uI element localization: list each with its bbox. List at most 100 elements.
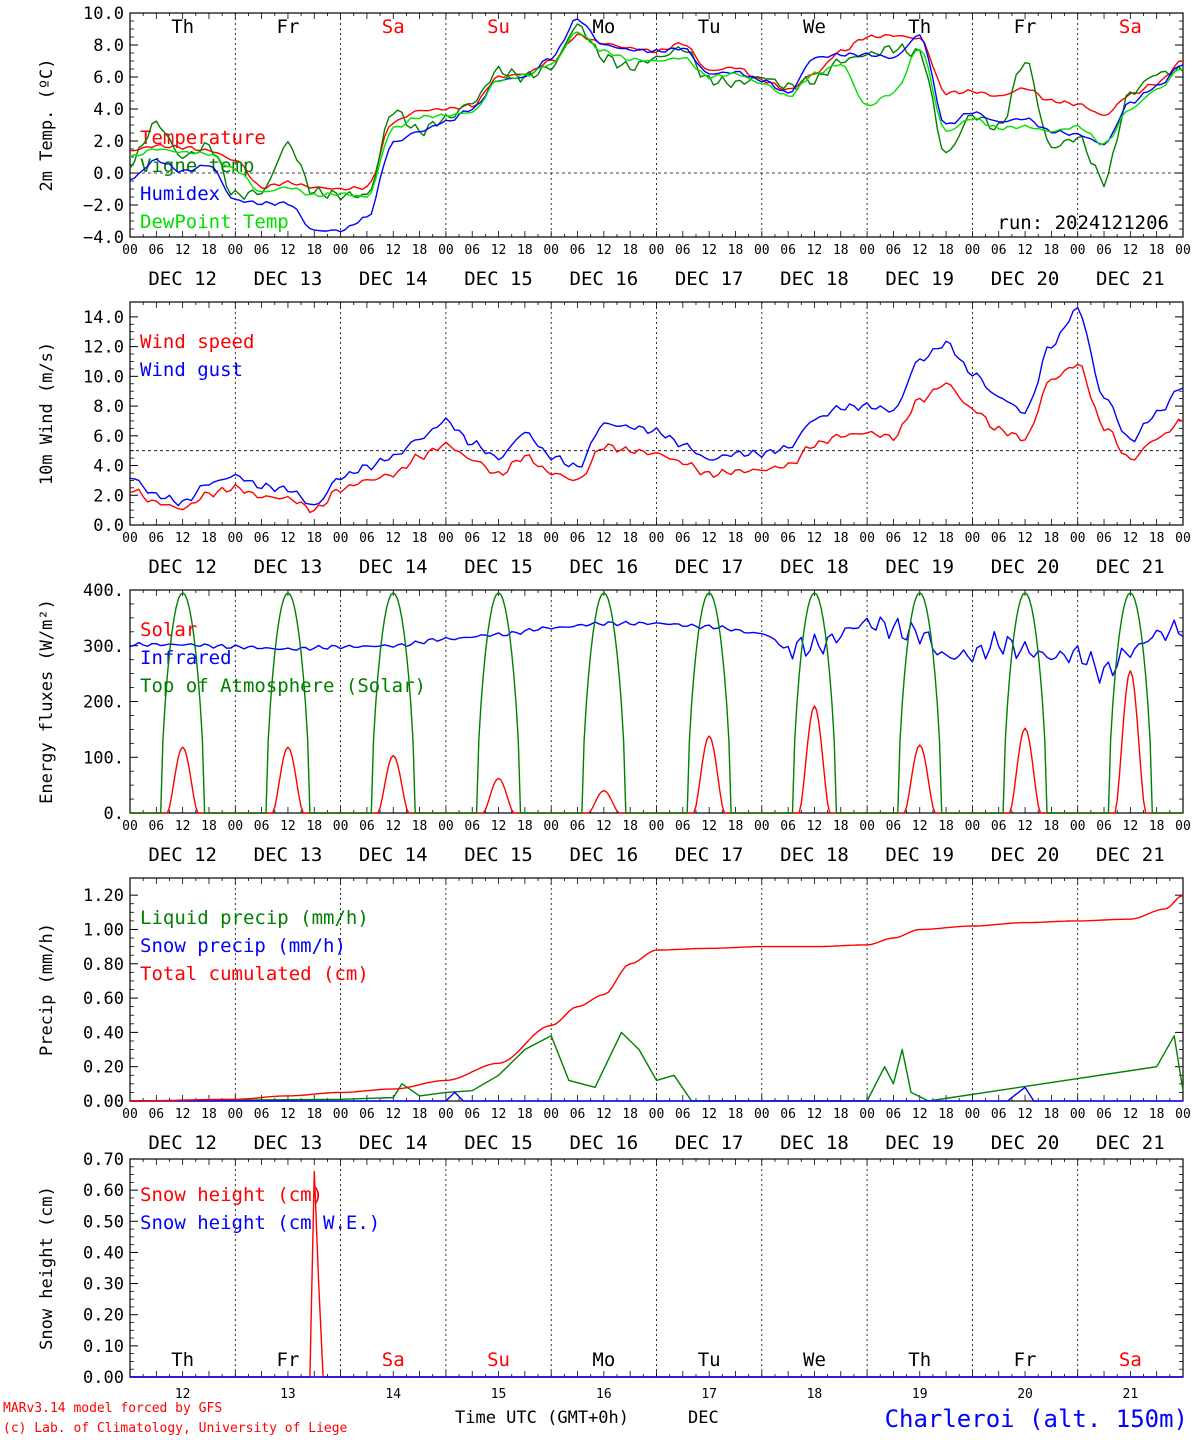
- legend-vigne-temp: Vigne temp: [140, 155, 254, 177]
- hour-tick-label: 12: [701, 243, 717, 258]
- y-tick-label: 0.00: [83, 1092, 124, 1112]
- hour-tick-label: 06: [991, 819, 1007, 834]
- hour-tick-label: 06: [254, 1107, 270, 1122]
- series-total-cumulated-cm: [130, 894, 1184, 1102]
- day-number-label: 17: [701, 1387, 717, 1402]
- hour-tick-label: 18: [728, 819, 744, 834]
- hour-tick-label: 00: [649, 819, 665, 834]
- y-tick-label: 0.70: [83, 1150, 124, 1170]
- y-tick-label: 2.0: [93, 486, 124, 506]
- x-axis-title: Time UTC (GMT+0h): [455, 1408, 629, 1428]
- panel-5: 0.00 0.10 0.20 0.30 0.40 0.50 0.60 0.70 Snow hei…: [37, 1150, 1184, 1402]
- hour-tick-label: 00: [859, 531, 875, 546]
- hour-tick-label: 12: [175, 819, 191, 834]
- date-label: DEC 18: [780, 556, 849, 578]
- hour-tick-label: 06: [359, 243, 375, 258]
- legend-snow-height-cm: Snow height (cm): [140, 1184, 323, 1206]
- date-label: DEC 15: [464, 1132, 533, 1154]
- hour-tick-label: 06: [780, 1107, 796, 1122]
- hour-tick-label: 18: [833, 1107, 849, 1122]
- weekday-label: Fr: [277, 16, 300, 38]
- hour-tick-label: 12: [280, 531, 296, 546]
- date-label: DEC 16: [570, 844, 639, 866]
- legend-infrared: Infrared: [140, 647, 232, 669]
- hour-tick-label: 00: [754, 531, 770, 546]
- hour-tick-label: 00: [122, 531, 138, 546]
- y-tick-label: 0.60: [83, 989, 124, 1009]
- y-tick-label: −4.0: [83, 228, 124, 248]
- date-label: DEC 13: [254, 268, 323, 290]
- hour-tick-label: 18: [201, 243, 217, 258]
- legend-humidex: Humidex: [140, 183, 220, 205]
- y-tick-label: 0.50: [83, 1212, 124, 1232]
- hour-tick-label: 12: [385, 819, 401, 834]
- hour-tick-label: 18: [938, 819, 954, 834]
- hour-tick-label: 00: [438, 1107, 454, 1122]
- weekday-label: Th: [171, 1349, 194, 1371]
- hour-tick-label: 00: [543, 243, 559, 258]
- date-label: DEC 15: [464, 556, 533, 578]
- hour-tick-label: 00: [965, 531, 981, 546]
- hour-tick-label: 00: [1175, 1107, 1191, 1122]
- legend-snow-precip-mm-h: Snow precip (mm/h): [140, 935, 346, 957]
- hour-tick-label: 18: [517, 243, 533, 258]
- y-axis-title: 2m Temp. (ºC): [37, 58, 57, 191]
- hour-tick-label: 18: [412, 531, 428, 546]
- hour-tick-label: 06: [886, 819, 902, 834]
- hour-tick-label: 18: [1044, 531, 1060, 546]
- series-dewpoint-temp: [129, 31, 1184, 198]
- hour-tick-label: 12: [1123, 243, 1139, 258]
- weekday-label: Fr: [277, 1349, 300, 1371]
- hour-tick-label: 18: [1149, 819, 1165, 834]
- hour-tick-label: 18: [412, 243, 428, 258]
- hour-tick-label: 12: [596, 819, 612, 834]
- panel-3: 0. 100. 200. 300. 400. Energy fluxes (W/m²) 00…: [37, 581, 1191, 866]
- hour-tick-label: 06: [148, 243, 164, 258]
- hour-tick-label: 18: [728, 531, 744, 546]
- y-tick-label: 0.10: [83, 1337, 124, 1357]
- hour-tick-label: 00: [438, 243, 454, 258]
- weekday-label: We: [803, 1349, 826, 1371]
- series-wind-speed: [129, 363, 1184, 514]
- y-tick-label: 400.: [83, 581, 124, 601]
- legend-wind-gust: Wind gust: [140, 359, 243, 381]
- hour-tick-label: 00: [754, 243, 770, 258]
- hour-tick-label: 12: [280, 819, 296, 834]
- date-label: DEC 16: [570, 556, 639, 578]
- hour-tick-label: 18: [306, 1107, 322, 1122]
- station-name: Charleroi (alt. 150m): [885, 1405, 1188, 1433]
- y-tick-label: 0.30: [83, 1275, 124, 1295]
- date-label: DEC 12: [148, 844, 217, 866]
- date-label: DEC 20: [991, 1132, 1060, 1154]
- series-vigne-temp: [129, 23, 1184, 201]
- hour-tick-label: 06: [675, 243, 691, 258]
- hour-tick-label: 18: [201, 819, 217, 834]
- hour-tick-label: 00: [1175, 531, 1191, 546]
- hour-tick-label: 12: [912, 819, 928, 834]
- hour-tick-label: 00: [1070, 1107, 1086, 1122]
- hour-tick-label: 06: [780, 531, 796, 546]
- y-tick-label: 0.0: [93, 164, 124, 184]
- hour-tick-label: 18: [1044, 243, 1060, 258]
- date-label: DEC 12: [148, 556, 217, 578]
- y-tick-label: 4.0: [93, 100, 124, 120]
- y-tick-label: −2.0: [83, 196, 124, 216]
- hour-tick-label: 12: [1017, 819, 1033, 834]
- hour-tick-label: 06: [359, 1107, 375, 1122]
- weekday-label: We: [803, 16, 826, 38]
- hour-tick-label: 06: [675, 819, 691, 834]
- y-tick-label: 0.20: [83, 1058, 124, 1078]
- date-label: DEC 21: [1096, 268, 1165, 290]
- hour-tick-label: 18: [833, 531, 849, 546]
- hour-tick-label: 12: [1123, 1107, 1139, 1122]
- hour-tick-label: 06: [991, 531, 1007, 546]
- hour-tick-label: 06: [464, 1107, 480, 1122]
- hour-tick-label: 18: [412, 819, 428, 834]
- x-axis-month: DEC: [688, 1408, 719, 1428]
- date-label: DEC 21: [1096, 1132, 1165, 1154]
- hour-tick-label: 12: [912, 531, 928, 546]
- date-label: DEC 13: [254, 556, 323, 578]
- hour-tick-label: 00: [333, 243, 349, 258]
- hour-tick-label: 06: [148, 531, 164, 546]
- hour-tick-label: 06: [570, 531, 586, 546]
